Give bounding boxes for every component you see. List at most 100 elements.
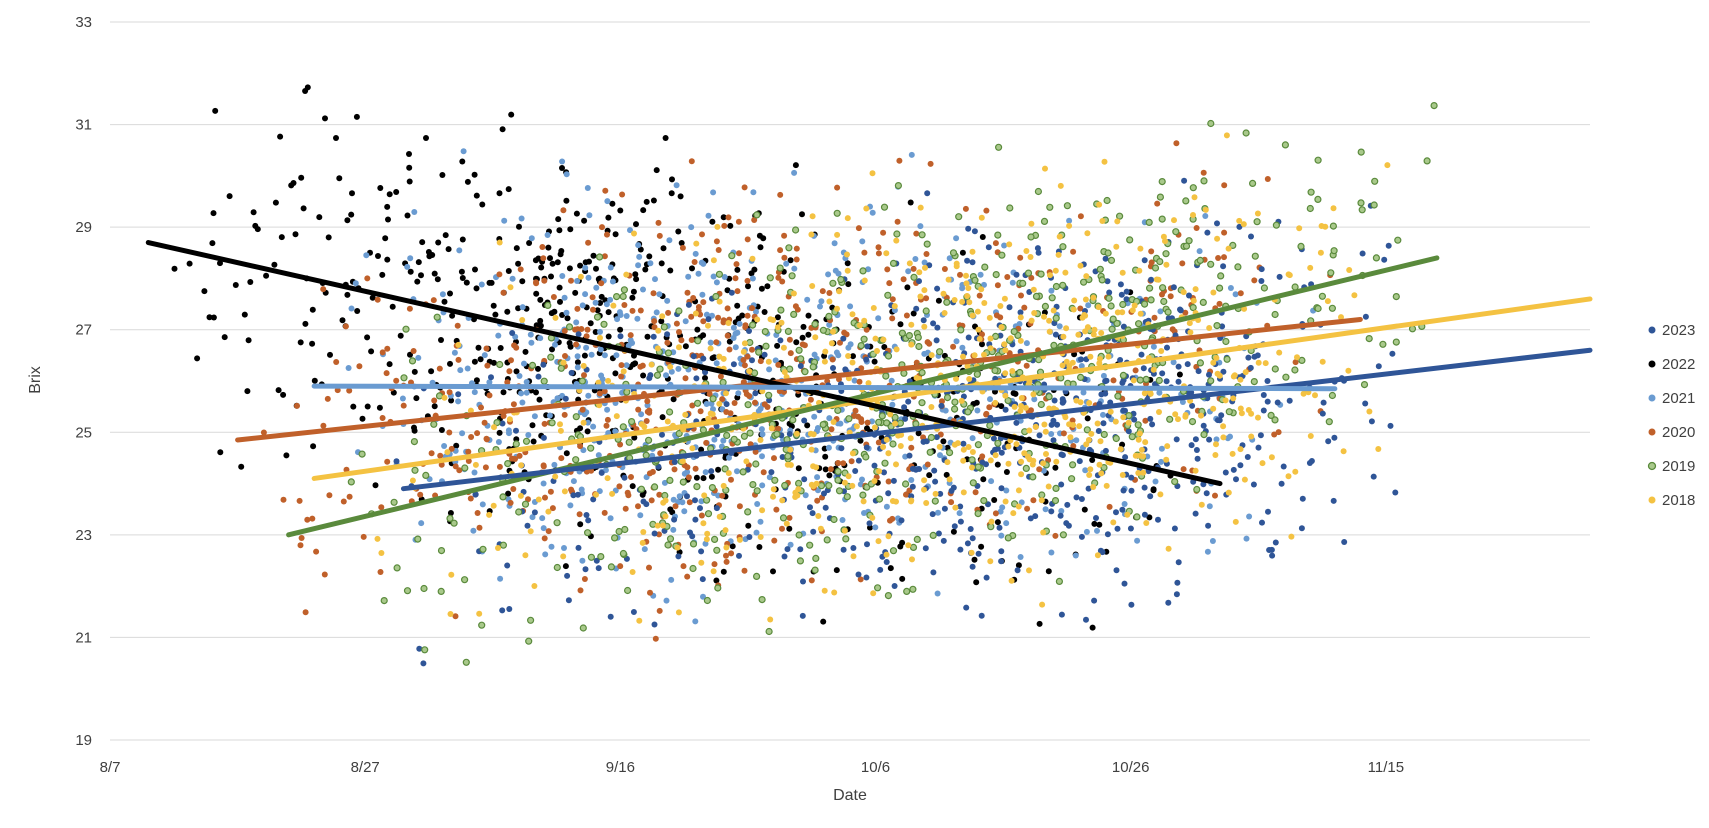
point-2019: [1371, 177, 1379, 185]
point-2022: [844, 260, 851, 267]
point-2023: [1375, 363, 1382, 370]
point-2018: [518, 462, 525, 469]
point-2022: [1052, 464, 1059, 471]
point-2023: [906, 452, 913, 459]
point-2019: [637, 485, 646, 493]
point-2021: [759, 453, 765, 460]
point-2018: [593, 491, 599, 498]
point-2018: [831, 589, 838, 596]
point-2019: [656, 365, 664, 373]
point-2020: [948, 499, 955, 506]
point-2023: [930, 320, 937, 327]
point-2022: [897, 543, 904, 550]
point-2023: [1195, 368, 1202, 375]
point-2018: [1031, 310, 1038, 316]
point-2018: [1055, 251, 1062, 258]
point-2021: [609, 278, 616, 285]
point-2020: [320, 422, 327, 429]
point-2019: [773, 430, 781, 438]
point-2018: [676, 344, 682, 351]
point-2018: [1085, 437, 1092, 443]
point-2020: [558, 455, 565, 462]
point-2022: [708, 473, 715, 480]
point-2021: [574, 278, 581, 284]
point-2021: [635, 242, 642, 249]
point-2023: [801, 417, 808, 424]
point-2019: [1100, 464, 1108, 472]
point-2020: [927, 160, 934, 167]
point-2021: [921, 350, 928, 357]
point-2020: [689, 402, 696, 409]
point-2023: [1170, 284, 1177, 291]
point-2018: [654, 522, 661, 529]
point-2019: [857, 342, 865, 350]
point-2021: [479, 501, 486, 508]
point-2019: [784, 327, 793, 335]
point-2021: [634, 315, 641, 322]
point-2018: [921, 287, 928, 294]
point-2018: [1163, 456, 1170, 463]
point-2020: [885, 478, 892, 485]
point-2018: [1294, 354, 1300, 361]
point-2019: [512, 440, 520, 448]
point-2023: [998, 548, 1005, 555]
point-2020: [512, 456, 518, 462]
point-2018: [1026, 567, 1032, 574]
point-2018: [1042, 428, 1049, 435]
point-2023: [975, 550, 982, 557]
point-2019: [595, 253, 604, 261]
point-2023: [472, 491, 479, 498]
point-2020: [741, 567, 748, 574]
point-2019: [1314, 304, 1322, 313]
point-2023: [1131, 416, 1138, 423]
point-2019: [620, 286, 629, 294]
point-2023: [1341, 539, 1348, 545]
point-2021: [1023, 340, 1030, 347]
point-2019: [748, 321, 757, 329]
point-2019: [1196, 359, 1205, 367]
point-2018: [1087, 466, 1094, 473]
point-2018: [1255, 414, 1261, 421]
point-2021: [586, 212, 593, 219]
point-2019: [499, 541, 507, 549]
point-2023: [901, 404, 908, 411]
point-2019: [873, 584, 882, 592]
point-2018: [1237, 446, 1244, 453]
point-2019: [446, 514, 454, 523]
point-2021: [734, 468, 740, 475]
point-2018: [964, 363, 971, 370]
point-2021: [641, 546, 648, 553]
point-2020: [848, 458, 855, 465]
point-2023: [1058, 481, 1065, 488]
point-2018: [870, 305, 877, 311]
point-2022: [497, 345, 504, 351]
point-2018: [1202, 206, 1209, 213]
point-2019: [900, 369, 908, 377]
point-2021: [804, 296, 811, 303]
legend-marker-2022: [1648, 360, 1656, 368]
point-2018: [1171, 217, 1177, 224]
point-2020: [775, 425, 782, 432]
point-2019: [1004, 534, 1012, 542]
point-2020: [688, 313, 695, 320]
point-2019: [578, 377, 587, 385]
point-2018: [447, 611, 454, 617]
point-2022: [353, 113, 360, 120]
point-2019: [1189, 304, 1197, 312]
point-2022: [397, 332, 404, 339]
y-tick-label: 25: [75, 424, 92, 441]
point-2018: [1241, 305, 1248, 312]
point-2022: [327, 351, 333, 358]
point-2020: [486, 392, 493, 399]
point-2023: [1063, 520, 1070, 527]
point-2023: [1193, 447, 1200, 453]
point-2018: [1006, 241, 1013, 248]
point-2023: [1118, 291, 1125, 298]
point-2020: [1070, 248, 1077, 255]
point-2019: [740, 432, 749, 440]
point-2023: [488, 374, 494, 381]
point-2020: [923, 251, 930, 257]
point-2018: [891, 303, 898, 310]
point-2022: [555, 216, 562, 223]
point-2023: [1306, 460, 1313, 466]
